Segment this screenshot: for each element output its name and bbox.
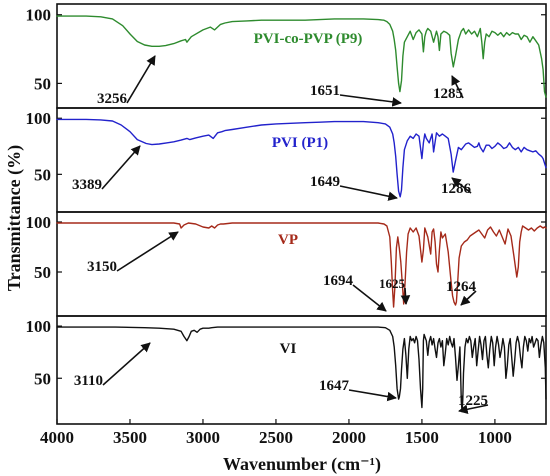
- annotation-label: 3110: [74, 373, 103, 389]
- x-tick-label: 2000: [332, 428, 366, 447]
- annotation-label: 3389: [72, 177, 102, 193]
- x-axis-title: Wavenumber (cm⁻¹): [223, 454, 381, 475]
- peak-annotation: 1286: [441, 177, 472, 197]
- y-tick-label: 50: [34, 263, 51, 282]
- peak-annotation: 1647: [319, 378, 397, 402]
- x-tick-label: 4000: [40, 428, 74, 447]
- x-tick-label: 3500: [113, 428, 147, 447]
- series-label: VP: [278, 232, 298, 248]
- y-tick-label: 50: [34, 74, 51, 93]
- spectrum-line: [56, 15, 547, 98]
- annotation-label: 1625: [379, 276, 406, 291]
- annotation-arrow: [451, 75, 464, 99]
- annotation-label: 1225: [458, 393, 488, 409]
- y-tick-label: 100: [26, 317, 52, 336]
- annotation-arrow: [400, 287, 411, 305]
- annotation-arrow: [102, 342, 151, 386]
- peak-annotation: 3256: [97, 55, 156, 107]
- y-axis-title: Transmittance (%): [4, 145, 25, 291]
- peak-annotation: 3150: [87, 231, 179, 275]
- annotation-label: 1285: [433, 86, 463, 102]
- annotation-label: 1651: [310, 83, 340, 99]
- peak-annotation: 3389: [72, 145, 141, 193]
- y-tick-label: 100: [26, 213, 52, 232]
- x-tick-label: 3000: [186, 428, 220, 447]
- x-axis: 4000 3500 3000 2500 2000 1500 1000: [40, 419, 512, 447]
- series-label: PVI (P1): [272, 135, 328, 151]
- x-tick-label: 1000: [478, 428, 512, 447]
- annotation-arrow: [352, 284, 387, 312]
- peak-annotation: 1285: [433, 75, 464, 102]
- annotation-label: 3150: [87, 259, 117, 275]
- y-tick-label: 100: [26, 109, 52, 128]
- panel-4: 100 50 VI: [26, 315, 547, 425]
- annotation-arrow: [339, 185, 398, 201]
- y-tick-label: 100: [26, 6, 52, 25]
- annotation-arrow: [339, 94, 402, 107]
- annotation-arrow: [116, 231, 179, 272]
- annotation-arrow: [126, 55, 156, 104]
- peak-annotation: 1225: [458, 393, 489, 414]
- annotation-label: 1649: [310, 174, 340, 190]
- spectrum-line: [56, 118, 547, 198]
- peak-annotation: 1649: [310, 174, 398, 201]
- peak-annotation: 1651: [310, 83, 402, 107]
- panel-frame: [56, 107, 547, 213]
- annotation-arrow: [101, 145, 141, 190]
- x-tick-label: 2500: [259, 428, 293, 447]
- series-label: VI: [280, 341, 297, 357]
- annotation-label: 1694: [323, 273, 354, 289]
- spectrum-line: [56, 222, 547, 308]
- annotation-arrow: [348, 389, 397, 402]
- y-tick-label: 50: [34, 369, 51, 388]
- annotation-label: 3256: [97, 91, 128, 107]
- annotation-label: 1647: [319, 378, 350, 394]
- annotation-arrow: [460, 290, 477, 306]
- annotation-label: 1264: [446, 279, 477, 295]
- panel-frame: [56, 211, 547, 317]
- annotation-arrow: [451, 177, 472, 194]
- series-label: PVI-co-PVP (P9): [254, 31, 363, 47]
- panel-3: 100 50 VP: [26, 211, 547, 317]
- x-tick-label: 1500: [405, 428, 439, 447]
- panels-layer: 100 50 PVI-co-PVP (P9) 100 50 PVI (P1) 100 50 VP…: [26, 3, 547, 425]
- y-tick-label: 50: [34, 165, 51, 184]
- peak-annotation: 3110: [74, 342, 151, 389]
- peak-annotation: 1694: [323, 273, 387, 312]
- annotation-label: 1286: [441, 181, 472, 197]
- peak-annotation: 1264: [446, 279, 477, 306]
- peak-annotation: 1625: [379, 276, 411, 305]
- spectrum-line: [56, 326, 547, 413]
- annotation-arrow: [458, 404, 489, 414]
